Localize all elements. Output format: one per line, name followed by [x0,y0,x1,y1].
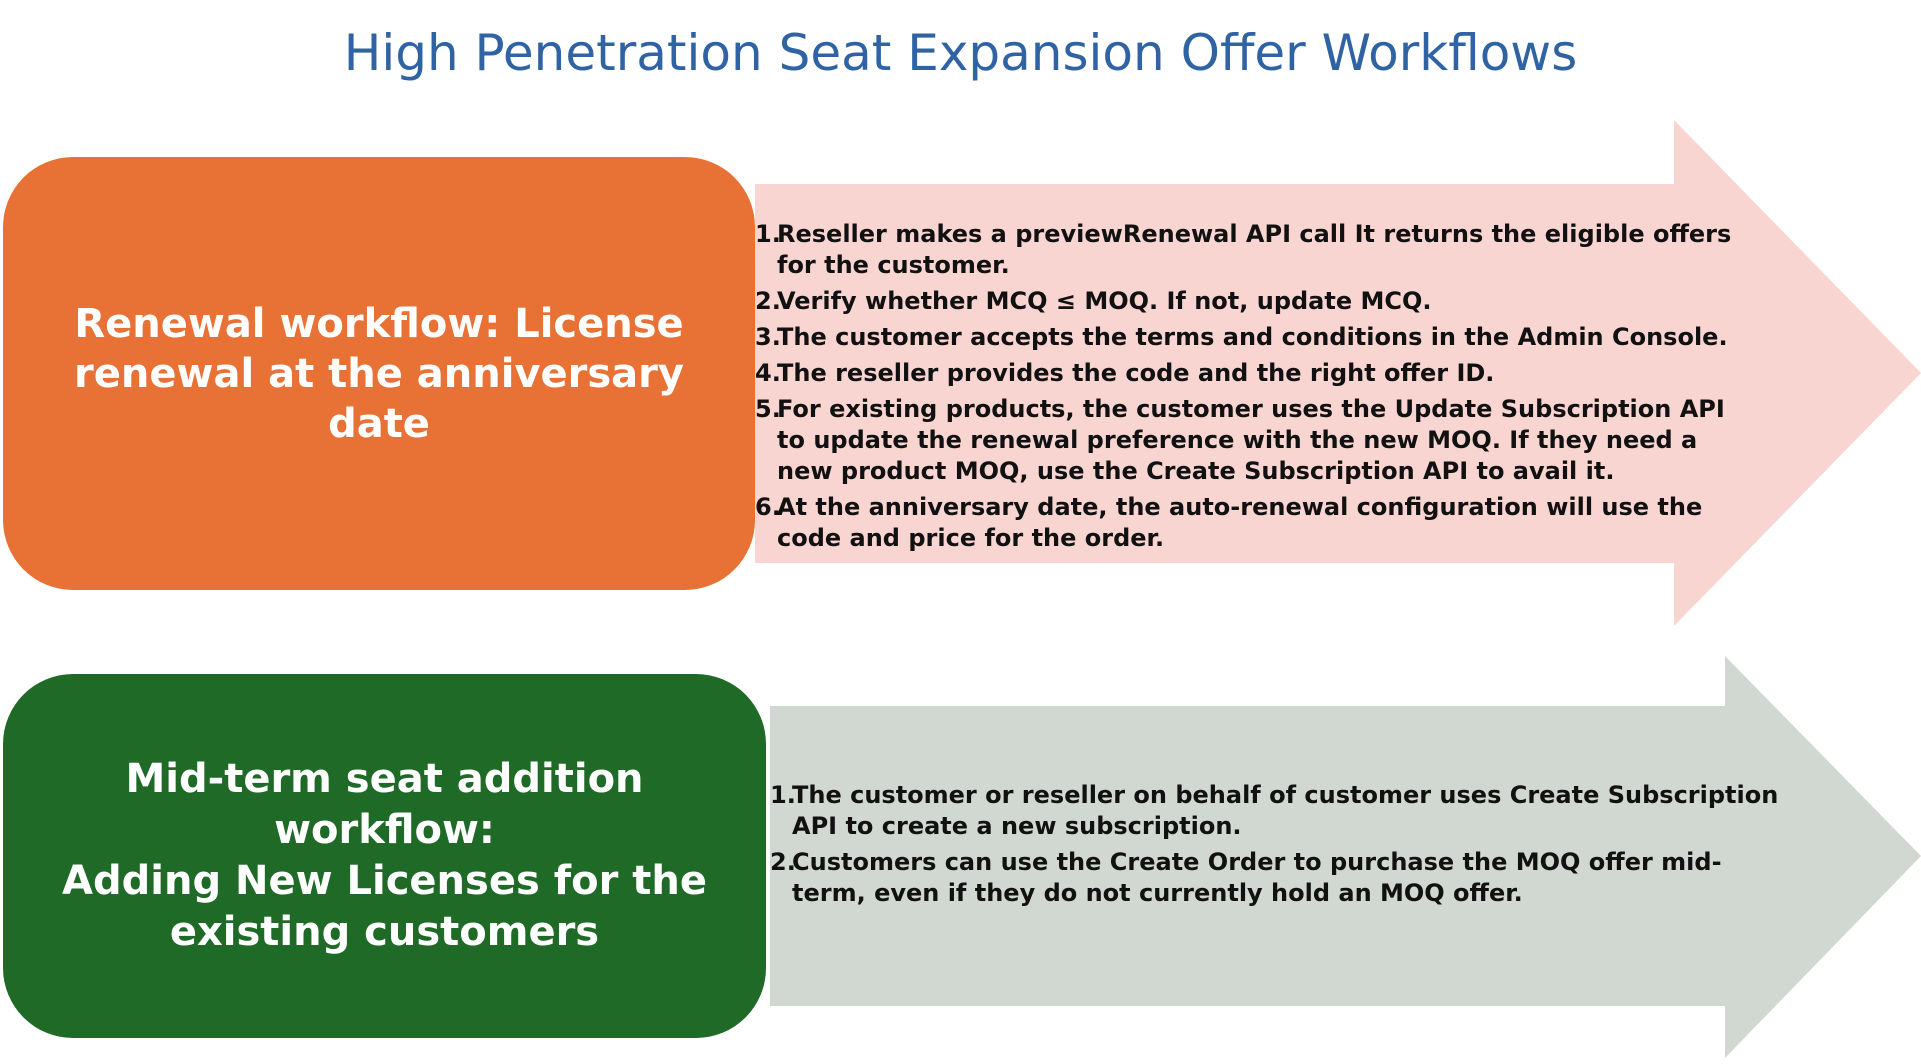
midterm-heading-line2: Adding New Licenses for the [23,856,746,907]
renewal-step: 2. Verify whether MCQ ≤ MOQ. If not, upda… [755,286,1735,317]
renewal-step: 4. The reseller provides the code and the… [755,358,1735,389]
renewal-step: 5. For existing products, the customer u… [755,394,1735,487]
renewal-steps-list: 1. Reseller makes a previewRenewal API ca… [755,219,1735,559]
renewal-step: 6. At the anniversary date, the auto-rene… [755,492,1735,554]
renewal-step: 1. Reseller makes a previewRenewal API ca… [755,219,1735,281]
midterm-workflow-box: Mid-term seat addition workflow: Adding … [3,674,766,1038]
renewal-workflow-box: Renewal workflow: License renewal at the… [3,157,755,590]
step-text: The reseller provides the code and the r… [777,359,1494,387]
step-text: The customer or reseller on behalf of cu… [792,781,1778,840]
midterm-steps-list: 1. The customer or reseller on behalf of… [770,780,1785,914]
renewal-heading-line1: Renewal workflow: License [23,299,735,349]
midterm-step: 1. The customer or reseller on behalf of… [770,780,1785,842]
renewal-heading-line2: renewal at the anniversary date [23,349,735,449]
step-text: The customer accepts the terms and condi… [777,323,1728,351]
step-number: 2. [755,286,781,317]
step-number: 2. [770,847,796,878]
step-text: For existing products, the customer uses… [777,395,1725,485]
step-number: 6. [755,492,781,523]
step-text: Reseller makes a previewRenewal API call… [777,220,1731,279]
step-text: Customers can use the Create Order to pu… [792,848,1722,907]
step-number: 4. [755,358,781,389]
step-text: Verify whether MCQ ≤ MOQ. If not, update… [777,287,1432,315]
step-number: 3. [755,322,781,353]
midterm-step: 2. Customers can use the Create Order to… [770,847,1785,909]
step-number: 1. [770,780,796,811]
step-number: 1. [755,219,781,250]
midterm-heading-line1: Mid-term seat addition workflow: [23,754,746,856]
renewal-step: 3. The customer accepts the terms and co… [755,322,1735,353]
midterm-heading-line3: existing customers [23,907,746,958]
step-text: At the anniversary date, the auto-renewa… [777,493,1702,552]
step-number: 5. [755,394,781,425]
